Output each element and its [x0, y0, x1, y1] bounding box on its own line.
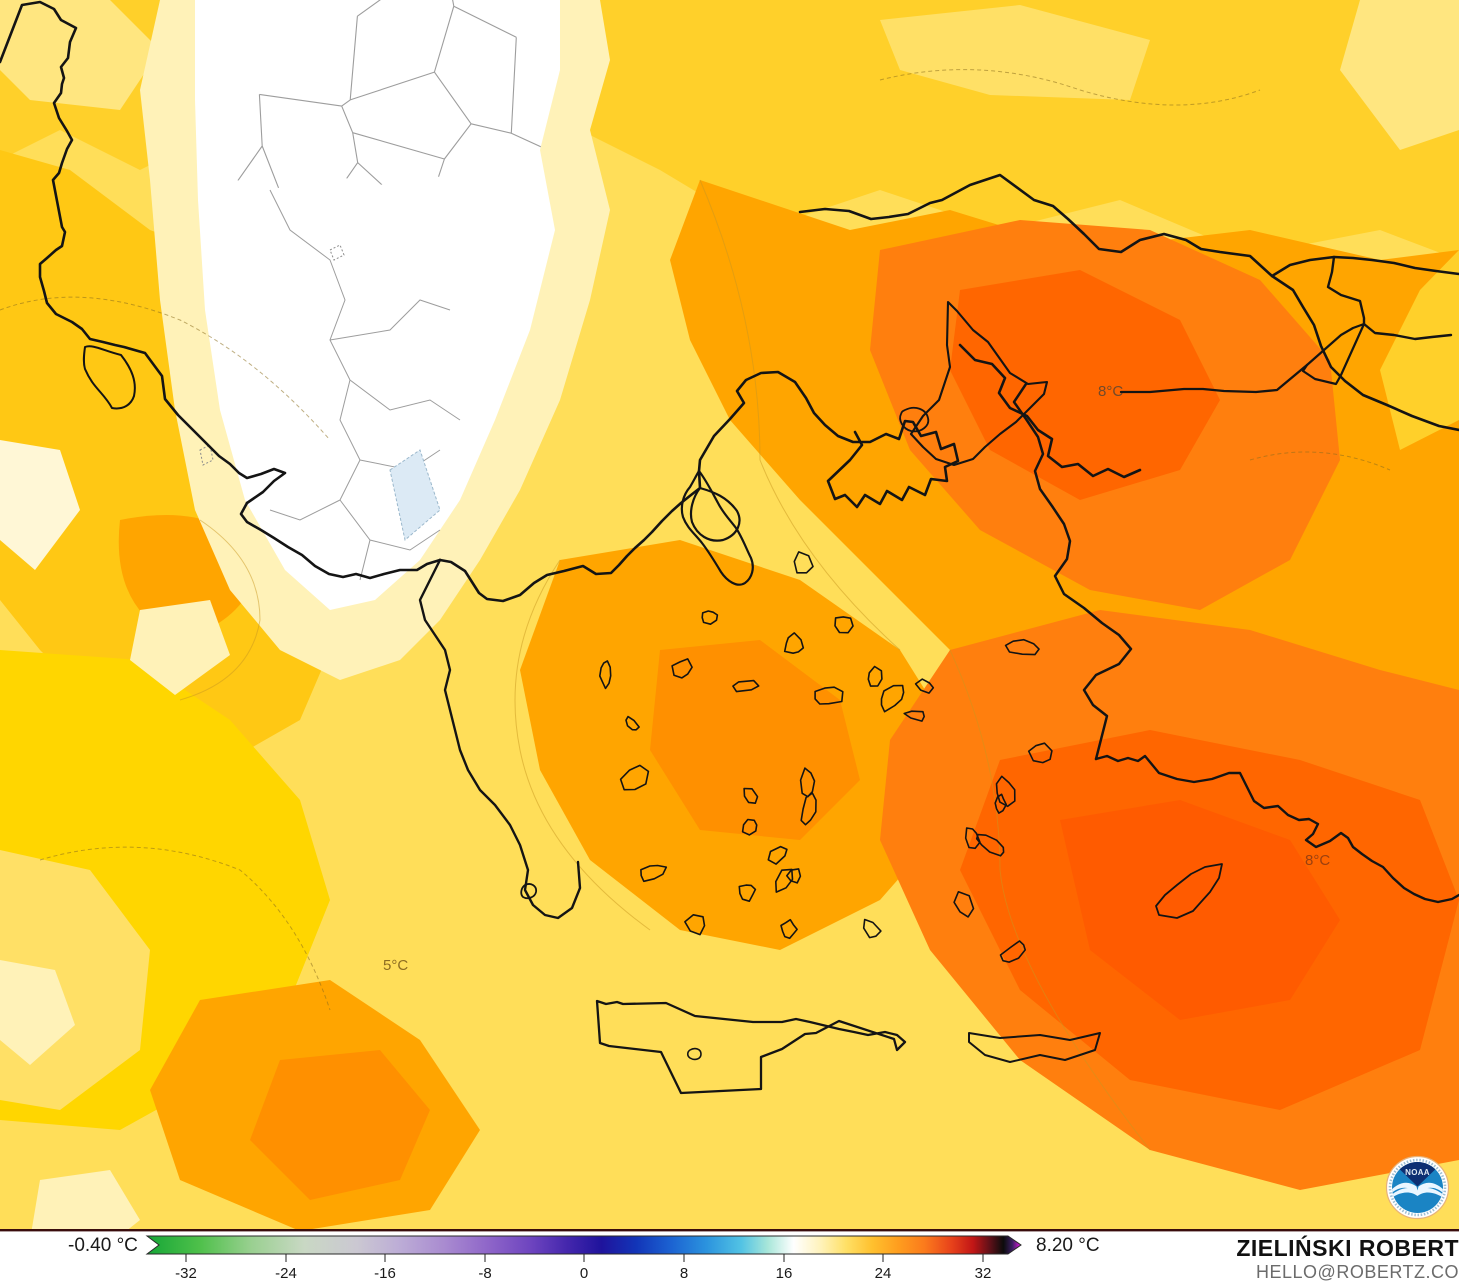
svg-text:16: 16	[776, 1265, 793, 1282]
svg-text:8°C: 8°C	[1098, 383, 1123, 400]
svg-text:8: 8	[680, 1265, 688, 1282]
svg-text:-0.40 °C: -0.40 °C	[68, 1235, 138, 1256]
svg-text:0: 0	[580, 1265, 588, 1282]
svg-text:HELLO@ROBERTZ.CO: HELLO@ROBERTZ.CO	[1256, 1262, 1459, 1282]
svg-text:-8: -8	[478, 1265, 491, 1282]
svg-text:NOAA: NOAA	[1405, 1168, 1430, 1177]
svg-text:8°C: 8°C	[1305, 852, 1330, 869]
svg-text:8.20 °C: 8.20 °C	[1036, 1235, 1100, 1256]
svg-text:32: 32	[975, 1265, 992, 1282]
svg-text:-16: -16	[374, 1265, 396, 1282]
svg-text:ZIELIŃSKI ROBERT: ZIELIŃSKI ROBERT	[1236, 1234, 1459, 1261]
svg-text:5°C: 5°C	[383, 957, 408, 974]
svg-text:-32: -32	[175, 1265, 197, 1282]
svg-text:-24: -24	[275, 1265, 297, 1282]
svg-text:24: 24	[875, 1265, 892, 1282]
